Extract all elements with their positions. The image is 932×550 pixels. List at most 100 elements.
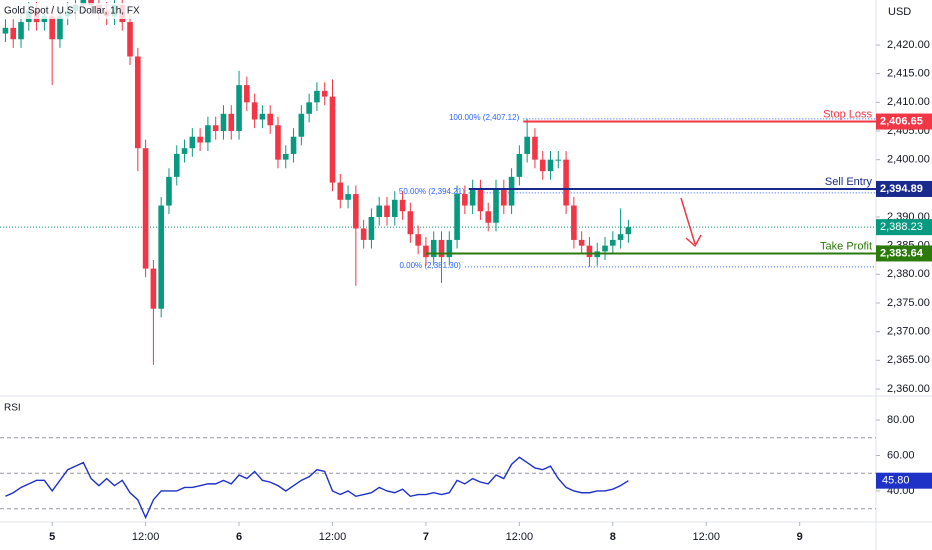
x-tick-label: 12:00	[132, 531, 160, 543]
x-tick-label: 12:00	[692, 531, 720, 543]
candle-body	[220, 113, 227, 131]
candle-body	[610, 239, 616, 246]
level-price: 2,383.64	[880, 247, 924, 259]
candle-body	[88, 0, 94, 5]
level-name: Stop Loss	[823, 108, 872, 120]
candle-body	[314, 90, 320, 103]
candle-body	[539, 159, 546, 172]
y-tick-label: 2,360.00	[887, 383, 930, 395]
candle-body	[446, 239, 453, 258]
candle-body	[189, 136, 196, 149]
arrow-head	[685, 234, 702, 248]
candle-body	[376, 205, 383, 217]
candle-body	[127, 22, 133, 57]
rsi-last-label: 45.80	[882, 475, 910, 487]
y-tick-label: 2,365.00	[887, 354, 930, 366]
candle-body	[617, 234, 624, 240]
level-tag	[876, 180, 932, 197]
candle-body	[524, 136, 530, 154]
y-tick-label: 2,420.00	[887, 39, 930, 51]
candle-body	[150, 268, 157, 309]
candle-body	[602, 245, 608, 252]
candle-body	[353, 194, 359, 229]
x-tick-label: 5	[49, 531, 55, 543]
candle-body	[173, 153, 180, 177]
candle-body	[158, 205, 164, 309]
candle-body	[360, 228, 367, 240]
candle-body	[181, 148, 188, 154]
candle-body	[399, 199, 406, 212]
last-price-tag	[876, 219, 932, 236]
candle-body	[423, 245, 429, 258]
candle-body	[571, 205, 577, 240]
candle-body	[578, 239, 585, 246]
candle-body	[329, 96, 336, 183]
candle-body	[321, 90, 328, 97]
arrow	[680, 197, 702, 248]
candle-body	[508, 176, 515, 206]
candle-body	[407, 211, 414, 235]
candle-body	[57, 16, 63, 40]
candle-body	[555, 159, 562, 161]
rsi-tick-label: 60.00	[887, 449, 915, 461]
rsi-pane	[0, 437, 876, 520]
candle-body	[547, 159, 554, 172]
level-price: 2,406.65	[880, 115, 923, 127]
price-pane: 100.00% (2,407.12) 50.00% (2,394.21) 0.00%…	[0, 0, 876, 365]
x-tick-label: 12:00	[506, 531, 534, 543]
candle-body	[391, 199, 398, 217]
candle-body	[275, 125, 281, 160]
fib-label: 0.00% (2,381.30)	[399, 261, 461, 270]
candle-body	[500, 188, 507, 206]
y-tick-label: 2,370.00	[887, 326, 930, 338]
x-tick-label: 8	[610, 531, 616, 543]
candle-body	[563, 159, 569, 206]
candle-body	[384, 205, 390, 217]
currency: USD	[888, 6, 911, 18]
candle-body	[477, 188, 484, 212]
candle-body	[251, 102, 258, 120]
rsi-title: RSI	[4, 403, 21, 414]
y-tick-label: 2,410.00	[887, 96, 930, 108]
rsi-line	[5, 456, 629, 520]
x-tick-label: 6	[236, 531, 242, 543]
y-tick-label: 2,380.00	[887, 268, 930, 280]
candle-body	[430, 239, 437, 258]
rsi-tag	[876, 472, 932, 489]
x-tick-label: 9	[797, 531, 803, 543]
y-tick-label: 2,400.00	[887, 154, 930, 166]
candle-body	[18, 22, 24, 40]
y-tick-label: 2,375.00	[887, 297, 930, 309]
candle-body	[485, 211, 492, 223]
candle-body	[516, 153, 523, 177]
rsi-tick-label: 80.00	[887, 414, 915, 426]
candle-body	[259, 113, 266, 120]
candle-body	[532, 136, 538, 160]
candle-body	[415, 234, 421, 246]
candle-body	[267, 113, 273, 126]
x-tick-label: 7	[423, 531, 429, 543]
candle-body	[166, 176, 172, 206]
candle-body	[228, 113, 235, 131]
candle-body	[469, 188, 476, 206]
arrow-shaft	[680, 197, 696, 245]
candle-body	[2, 27, 9, 34]
level-tag	[876, 113, 932, 130]
level-tag	[876, 245, 932, 262]
candle-body	[282, 153, 289, 160]
chart-title: Gold Spot / U.S. Dollar, 1h, FX	[4, 6, 140, 17]
candle-body	[306, 102, 312, 114]
title-bg	[2, 3, 188, 19]
candle-body	[80, 0, 87, 5]
candle-body	[10, 27, 17, 40]
candle-body	[205, 125, 211, 143]
candle-body	[135, 56, 141, 149]
fib-label: 50.00% (2,394.21)	[399, 187, 465, 196]
level-price: 2,394.89	[880, 183, 923, 195]
candle-body	[625, 227, 632, 235]
candle-body	[236, 85, 242, 131]
candle-body	[290, 136, 297, 154]
candle-body	[337, 182, 344, 200]
level-name: Take Profit	[820, 240, 872, 252]
